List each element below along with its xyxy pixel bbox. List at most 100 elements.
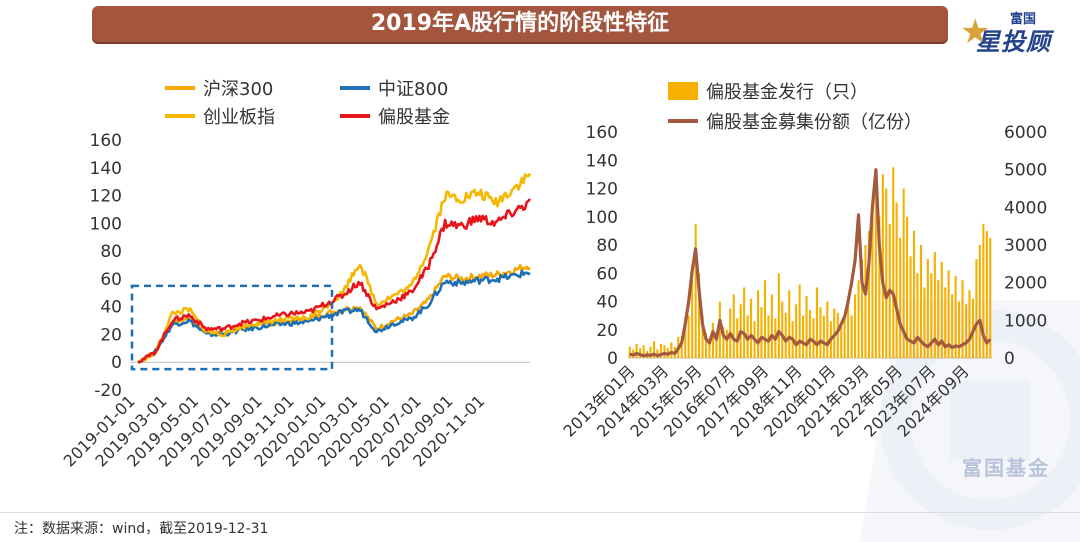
- issue-bar: [850, 315, 853, 358]
- star-icon: ★: [960, 12, 991, 52]
- y-left-tick-label: 140: [586, 151, 618, 171]
- issue-bar: [892, 167, 895, 358]
- issue-bar: [715, 332, 718, 358]
- issue-bar: [815, 287, 818, 358]
- issue-bar: [978, 245, 981, 358]
- issue-bar: [659, 343, 662, 358]
- y-tick-label: -20: [94, 381, 122, 401]
- watermark-shape: [860, 300, 1080, 542]
- issue-bar: [909, 256, 912, 358]
- footer-divider: [0, 512, 1080, 513]
- issue-bar: [826, 301, 829, 358]
- issue-bar: [847, 301, 850, 358]
- y-tick-label: 120: [90, 187, 122, 207]
- issue-bar: [854, 294, 857, 358]
- issue-bar: [722, 326, 725, 358]
- issue-bar: [871, 202, 874, 358]
- issue-bar: [663, 345, 666, 358]
- legend-label: 偏股基金: [378, 107, 450, 128]
- issue-bar: [930, 273, 933, 359]
- issue-bar: [968, 290, 971, 358]
- issue-bar: [913, 230, 916, 358]
- issue-bar: [656, 349, 659, 358]
- legend-label: 创业板指: [203, 107, 275, 128]
- y-tick-label: 40: [100, 298, 122, 318]
- issue-bar: [985, 230, 988, 358]
- issue-bar: [951, 294, 954, 358]
- y-left-tick-label: 40: [596, 293, 618, 313]
- y-right-tick-label: 3000: [1004, 236, 1047, 256]
- y-tick-label: 0: [111, 353, 122, 373]
- y-left-tick-label: 20: [596, 321, 618, 341]
- issue-bar: [874, 181, 877, 358]
- issue-bar: [725, 329, 728, 359]
- y-right-tick-label: 5000: [1004, 161, 1047, 181]
- right-chart: 160 140 120 100 80 60 40 20 0 6000 5000 4000 3000 200…: [560, 82, 1047, 441]
- issue-bar: [961, 280, 964, 358]
- issue-bar: [743, 287, 746, 358]
- issue-bar: [906, 216, 909, 359]
- issue-bar: [732, 294, 735, 358]
- issue-bar: [916, 273, 919, 359]
- y-right-tick-label: 1000: [1004, 311, 1047, 331]
- y-right-tick-label: 6000: [1004, 123, 1047, 143]
- issue-bar: [628, 346, 631, 358]
- issue-bar: [777, 273, 780, 359]
- issue-bar: [843, 318, 846, 358]
- issue-bar: [701, 315, 704, 358]
- issue-bar: [684, 326, 687, 358]
- issue-bar: [698, 273, 701, 359]
- issue-bar: [809, 310, 812, 358]
- issue-bar: [757, 290, 760, 358]
- issue-bar: [649, 346, 652, 358]
- issue-bar: [819, 307, 822, 358]
- issue-bar: [933, 252, 936, 358]
- issue-bar: [802, 315, 805, 358]
- issue-bar: [902, 188, 905, 358]
- issue-bar: [878, 216, 881, 359]
- title-bar: 2019年A股行情的阶段性特征: [92, 6, 948, 42]
- legend-swatch-bar: [668, 82, 698, 100]
- y-tick-label: 100: [90, 214, 122, 234]
- issue-bar: [718, 301, 721, 358]
- issue-bar: [867, 230, 870, 358]
- issue-bar: [687, 315, 690, 358]
- highlight-box-2019: [130, 284, 334, 371]
- page-title: 2019年A股行情的阶段性特征: [370, 11, 670, 36]
- issue-bar: [653, 341, 656, 358]
- issue-bar: [836, 312, 839, 358]
- issue-bar: [711, 322, 714, 358]
- logo-top-text: 富国: [1010, 12, 1037, 27]
- y-tick-label: 140: [90, 159, 122, 179]
- issue-bar: [781, 301, 784, 358]
- issue-bar: [958, 301, 961, 358]
- issue-bar: [822, 315, 825, 358]
- issue-bar: [708, 338, 711, 358]
- issue-bar: [895, 202, 898, 358]
- issue-bar: [691, 280, 694, 358]
- issue-bar: [798, 284, 801, 358]
- y-left-tick-label: 0: [607, 349, 618, 369]
- issue-bar: [982, 223, 985, 358]
- series-line-3: [138, 198, 532, 364]
- issue-bar: [919, 245, 922, 358]
- issue-bar: [750, 298, 753, 358]
- issue-bar: [965, 304, 968, 358]
- y-left-tick-label: 100: [586, 208, 618, 228]
- legend-label: 中证800: [378, 79, 448, 100]
- watermark-text: 富国基金: [962, 456, 1050, 480]
- issue-bar: [864, 245, 867, 358]
- legend-label: 偏股基金发行（只）: [706, 82, 868, 103]
- legend-label: 沪深300: [203, 79, 273, 100]
- issue-bar: [795, 304, 798, 358]
- y-tick-label: 20: [100, 325, 122, 345]
- issue-bar: [812, 318, 815, 358]
- logo-main-text: 星投顾: [976, 28, 1051, 56]
- y-left-tick-label: 60: [596, 264, 618, 284]
- y-tick-label: 80: [100, 242, 122, 262]
- issue-bar: [642, 345, 645, 358]
- issue-bar: [635, 343, 638, 358]
- issue-bar: [767, 315, 770, 358]
- issue-bar: [940, 261, 943, 358]
